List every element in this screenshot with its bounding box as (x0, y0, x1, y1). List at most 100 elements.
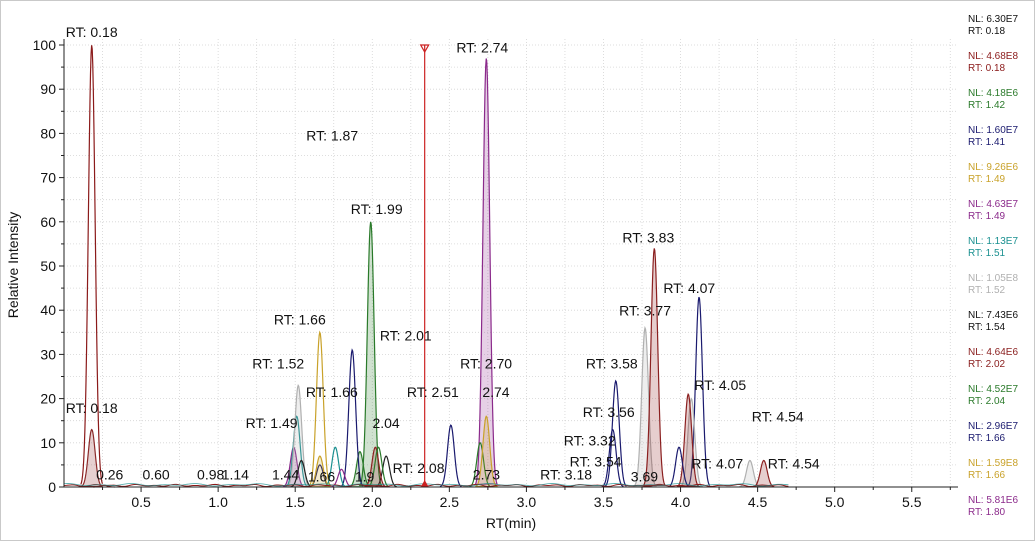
marker-triangle (419, 44, 430, 54)
peak-trace (364, 446, 387, 488)
peak-trace (475, 415, 500, 488)
peak-annotation: 1.66 (308, 469, 335, 485)
peak-trace (439, 424, 462, 488)
y-tick-label: 40 (40, 302, 56, 318)
x-tick-label: 1.0 (208, 494, 228, 510)
peak-annotation: 1.44 (272, 467, 299, 483)
y-tick-label: 0 (48, 479, 56, 495)
peak-annotation: 0.26 (96, 467, 123, 483)
y-tick-label: 80 (40, 125, 56, 141)
legend-rt-label: RT: 0.18 (968, 63, 1006, 75)
legend-rt-label: RT: 1.41 (968, 137, 1006, 149)
peak-annotation: RT: 4.07 (691, 455, 743, 471)
legend-rt-label: RT: 1.49 (968, 211, 1006, 223)
legend-rt-label: RT: 1.80 (968, 507, 1006, 519)
peak-annotation: 2.04 (372, 415, 399, 431)
y-tick-label: 60 (40, 214, 56, 230)
peak-trace (469, 441, 492, 488)
y-axis-title: Relative Intensity (5, 212, 21, 319)
peak-annotation: RT: 3.77 (619, 302, 671, 318)
y-tick-label: 50 (40, 258, 56, 274)
x-axis-title: RT(min) (486, 515, 536, 531)
y-tick-label: 20 (40, 391, 56, 407)
legend-entry: NL: 4.63E7 RT: 1.49 (968, 199, 1035, 236)
y-tick-label: 100 (33, 37, 57, 53)
peak-annotation: RT: 3.83 (622, 229, 674, 245)
peak-annotations: RT: 0.18 RT: 0.18 RT: 2.74 RT: 1.99 RT: 1.87… (66, 24, 820, 485)
y-tick-label: 90 (40, 81, 56, 97)
legend-rt-label: RT: 0.18 (968, 26, 1006, 38)
y-tick-label: 70 (40, 170, 56, 186)
legend-nl-label: NL: 4.68E8 (968, 51, 1019, 62)
peak-trace (340, 348, 364, 487)
legend-entry: NL: 1.05E8 RT: 1.52 (968, 273, 1035, 310)
peak-annotation: RT: 0.18 (66, 24, 118, 40)
peak-annotation: RT: 4.54 (768, 455, 820, 471)
peak-trace (285, 415, 308, 488)
peak-annotation: 0.98 (197, 467, 224, 483)
legend-rt-label: RT: 1.54 (968, 322, 1006, 334)
legend-nl-label: NL: 1.60E7 (968, 125, 1019, 136)
legend-nl-label: NL: 4.63E7 (968, 199, 1019, 210)
x-tick-label: 2.5 (440, 494, 460, 510)
legend-rt-label: RT: 1.42 (968, 100, 1006, 112)
legend-nl-label: NL: 6.30E7 (968, 14, 1019, 25)
peak-trace (80, 45, 103, 485)
peak-trace (604, 379, 627, 487)
peak-annotation: RT: 2.74 (456, 39, 508, 55)
legend-rt-label: RT: 1.66 (968, 433, 1006, 445)
legend-entry: NL: 7.43E6 RT: 1.54 (968, 310, 1035, 347)
peak-trace (367, 446, 390, 488)
peak-trace (642, 248, 666, 487)
legend-rt-label: RT: 1.66 (968, 470, 1006, 482)
peak-trace (474, 58, 498, 486)
legend-entry: NL: 4.68E8 RT: 0.18 (968, 51, 1035, 88)
legend-rt-label: RT: 1.51 (968, 248, 1006, 260)
peak-annotation: RT: 4.05 (694, 377, 746, 393)
x-tick-label: 5.0 (825, 494, 845, 510)
legend-nl-label: NL: 1.13E7 (968, 236, 1019, 247)
peak-annotation: RT: 1.66 (274, 311, 326, 327)
legend-nl-label: NL: 9.26E6 (968, 162, 1019, 173)
axes: 0 10 20 30 40 50 60 70 80 90 100 0.5 1.0 1.5 2.0 2.5 3.0… (33, 37, 958, 510)
x-tick-label: 1.5 (285, 494, 305, 510)
legend-entry: NL: 4.18E6 RT: 1.42 (968, 88, 1035, 125)
peak-trace (324, 446, 347, 488)
legend-rt-label: RT: 2.04 (968, 396, 1006, 408)
legend-nl-label: NL: 2.96E7 (968, 421, 1019, 432)
legend-entry: NL: 9.26E6 RT: 1.49 (968, 162, 1035, 199)
peak-annotation: RT: 3.58 (586, 356, 638, 372)
y-tick-label: 10 (40, 435, 56, 451)
legend-nl-label: NL: 1.59E8 (968, 458, 1019, 469)
peak-annotation: RT: 1.49 (246, 415, 298, 431)
legend-rt-label: RT: 1.52 (968, 285, 1006, 297)
retention-marker (419, 44, 430, 487)
legend-nl-label: NL: 5.81E6 (968, 495, 1019, 506)
x-tick-label: 4.5 (748, 494, 768, 510)
peak-annotation: RT: 3.18 (540, 467, 592, 483)
peak-annotation: RT: 3.32 (564, 433, 616, 449)
peak-annotation: RT: 0.18 (66, 400, 118, 416)
legend-nl-label: NL: 4.52E7 (968, 384, 1019, 395)
peak-annotation: 2.73 (473, 467, 500, 483)
peak-annotation: 1.9 (355, 469, 375, 485)
peak-trace (80, 428, 103, 488)
legend-rt-label: RT: 1.49 (968, 174, 1006, 186)
legend-nl-label: NL: 1.05E8 (968, 273, 1019, 284)
peak-trace (632, 325, 657, 487)
peak-annotation: 3.69 (631, 469, 658, 485)
chromatogram-chart: 0 10 20 30 40 50 60 70 80 90 100 0.5 1.0 1.5 2.0 2.5 3.0… (5, 24, 958, 531)
peak-annotation: RT: 4.54 (752, 409, 804, 425)
y-tick-label: 30 (40, 346, 56, 362)
legend-entry: NL: 1.59E8 RT: 1.66 (968, 458, 1035, 495)
x-tick-label: 5.5 (902, 494, 922, 510)
x-tick-label: 3.5 (594, 494, 614, 510)
peak-trace (358, 221, 383, 487)
peak-trace (687, 296, 711, 487)
x-tick-label: 3.0 (517, 494, 537, 510)
peak-annotation: RT: 2.70 (460, 356, 512, 372)
legend: NL: 6.30E7 RT: 0.18 NL: 4.68E8 RT: 0.18 NL: … (968, 14, 1035, 532)
peak-annotation: 2.74 (482, 384, 509, 400)
x-tick-label: 2.0 (363, 494, 383, 510)
peak-annotation: RT: 1.87 (306, 128, 358, 144)
